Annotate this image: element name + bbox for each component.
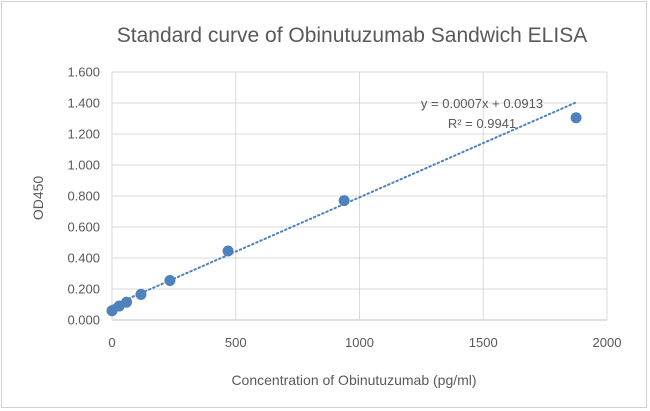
gridlines: [111, 71, 608, 321]
data-points: [106, 112, 582, 317]
y-tick-label: 0.400: [67, 251, 100, 266]
y-tick-label: 1.400: [67, 96, 100, 111]
y-tick-label: 0.000: [67, 313, 100, 328]
y-tick-label: 0.800: [67, 189, 100, 204]
y-axis-ticks: 0.000 0.200 0.400 0.600 0.800 1.000 1.200 1.400…: [67, 65, 100, 328]
r-squared-label: R² = 0.9941: [448, 116, 516, 131]
x-tick-label: 0: [108, 335, 115, 350]
data-point: [570, 112, 582, 124]
x-tick-label: 1000: [345, 335, 374, 350]
data-point: [164, 274, 176, 286]
y-tick-label: 1.000: [67, 158, 100, 173]
y-tick-label: 0.200: [67, 282, 100, 297]
data-point: [135, 288, 147, 300]
x-tick-label: 1500: [469, 335, 498, 350]
data-point: [222, 245, 234, 257]
y-tick-label: 1.600: [67, 65, 100, 80]
chart-title: Standard curve of Obinutuzumab Sandwich …: [117, 24, 587, 47]
data-point: [338, 195, 350, 207]
x-axis-ticks: 0 500 1000 1500 2000: [108, 335, 621, 350]
data-point: [121, 296, 133, 308]
x-axis-label: Concentration of Obinutuzumab (pg/ml): [231, 372, 476, 388]
y-tick-label: 1.200: [67, 127, 100, 142]
y-axis-label: OD450: [30, 176, 46, 221]
x-tick-label: 2000: [593, 335, 622, 350]
x-tick-label: 500: [225, 335, 247, 350]
trendline-equation: y = 0.0007x + 0.0913: [421, 96, 543, 111]
y-tick-label: 0.600: [67, 220, 100, 235]
